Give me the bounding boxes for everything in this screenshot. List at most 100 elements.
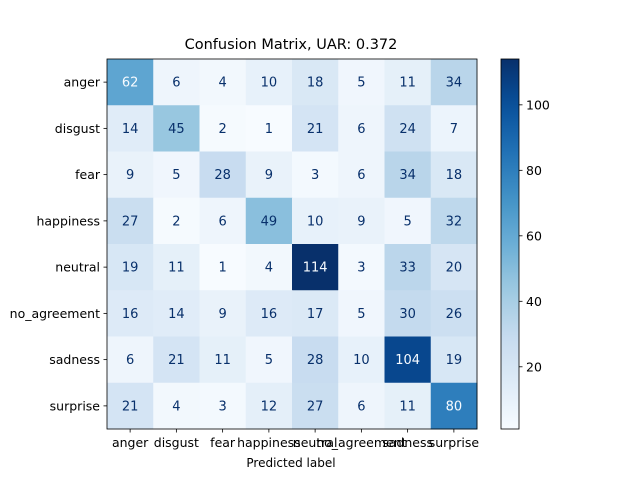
x-axis-label: Predicted label xyxy=(246,456,335,470)
heatmap-cell xyxy=(199,151,247,199)
heatmap-cell xyxy=(430,244,478,291)
cell-value-label: 4 xyxy=(218,76,226,91)
x-tick-label: no_agreement xyxy=(316,435,406,450)
heatmap-cell xyxy=(153,105,200,152)
colorbar-tick-label: 100 xyxy=(526,97,550,112)
x-axis-ticks: anger disgust fear happinessneutralno_agree… xyxy=(112,429,479,450)
colorbar-tick-label: 60 xyxy=(526,228,542,243)
cell-value-label: 5 xyxy=(265,353,273,368)
cell-value-label: 21 xyxy=(122,399,139,414)
heatmap-cell xyxy=(199,105,247,152)
cell-value-label: 9 xyxy=(357,214,365,229)
cell-value-label: 21 xyxy=(168,353,185,368)
heatmap-cell xyxy=(107,290,154,337)
cell-value-label: 18 xyxy=(446,168,463,183)
cell-value-label: 27 xyxy=(307,399,324,414)
cell-value-label: 14 xyxy=(122,122,139,137)
x-tick-label: surprise xyxy=(429,435,480,450)
heatmap-cell xyxy=(430,336,478,384)
heatmap-cell xyxy=(430,105,478,152)
cell-value-label: 16 xyxy=(261,307,278,322)
heatmap-cell xyxy=(245,59,293,106)
heatmap-cell xyxy=(199,382,247,430)
heatmap-cell xyxy=(153,151,200,199)
cell-value-label: 21 xyxy=(307,122,324,137)
heatmap-cell xyxy=(292,290,339,337)
cell-value-label: 6 xyxy=(172,76,180,91)
cell-value-label: 6 xyxy=(126,353,134,368)
cell-value-label: 2 xyxy=(172,214,180,229)
cell-value-label: 7 xyxy=(450,122,458,137)
heatmap-cell xyxy=(153,59,200,106)
cell-value-label: 27 xyxy=(122,214,139,229)
heatmap-cell xyxy=(245,151,293,199)
cell-value-label: 114 xyxy=(303,261,328,276)
cell-value-label: 3 xyxy=(311,168,319,183)
cell-value-label: 34 xyxy=(446,76,463,91)
cell-value-label: 6 xyxy=(357,168,365,183)
heatmap-cell xyxy=(338,197,385,245)
heatmap-cell xyxy=(153,382,200,430)
colorbar-tick-label: 40 xyxy=(526,294,542,309)
x-tick-label: happiness xyxy=(237,435,301,450)
heatmap-cell xyxy=(384,290,432,337)
heatmap-cell xyxy=(245,105,293,152)
heatmap-cell xyxy=(107,59,154,106)
y-tick-label: surprise xyxy=(50,398,101,413)
cell-value-label: 80 xyxy=(446,399,463,414)
cell-value-label: 19 xyxy=(446,353,463,368)
colorbar-tick-label: 80 xyxy=(526,163,542,178)
cell-value-label: 11 xyxy=(399,399,416,414)
cell-value-label: 104 xyxy=(395,353,420,368)
colorbar-tick-label: 20 xyxy=(526,359,542,374)
y-axis-ticks: anger disgust fear happiness neutral no_agree… xyxy=(10,75,107,413)
heatmap-cell xyxy=(384,336,432,384)
heatmap-cell xyxy=(292,151,339,199)
cell-value-label: 34 xyxy=(399,168,416,183)
heatmap-cell xyxy=(153,336,200,384)
cell-value-label: 18 xyxy=(307,76,324,91)
heatmap-cell xyxy=(338,382,385,430)
cell-value-label: 2 xyxy=(218,122,226,137)
cell-value-label: 14 xyxy=(168,307,185,322)
x-tick-label: disgust xyxy=(154,435,199,450)
cell-value-label: 5 xyxy=(357,76,365,91)
x-tick-label: neutral xyxy=(293,435,338,450)
cell-value-label: 9 xyxy=(218,307,226,322)
cell-value-label: 26 xyxy=(446,307,463,322)
y-tick-label: fear xyxy=(75,167,101,182)
chart-title: Confusion Matrix, UAR: 0.372 xyxy=(185,37,398,53)
heatmap-cell xyxy=(199,290,247,337)
heatmap-cell xyxy=(199,336,247,384)
heatmap-cell xyxy=(384,59,432,106)
cell-value-label: 4 xyxy=(172,399,180,414)
cell-value-label: 11 xyxy=(399,76,416,91)
plot-frame xyxy=(106,58,478,430)
colorbar-gradient xyxy=(500,58,520,430)
x-tick-label: fear xyxy=(210,435,236,450)
cell-value-label: 28 xyxy=(214,168,231,183)
heatmap-cell xyxy=(338,151,385,199)
cell-value-label: 5 xyxy=(403,214,411,229)
heatmap-cell xyxy=(430,290,478,337)
cell-value-label: 24 xyxy=(399,122,416,137)
heatmap-cell xyxy=(384,197,432,245)
cell-value-label: 32 xyxy=(446,214,463,229)
y-tick-label: no_agreement xyxy=(10,306,100,321)
cell-value-label: 17 xyxy=(307,307,324,322)
heatmap-cell xyxy=(107,244,154,291)
cell-value-label: 5 xyxy=(357,307,365,322)
cell-value-label: 33 xyxy=(399,261,416,276)
heatmap-cell xyxy=(245,244,293,291)
heatmap-cell xyxy=(338,59,385,106)
y-tick-label: neutral xyxy=(55,260,100,275)
cell-value-label: 19 xyxy=(122,261,139,276)
cell-value-label: 10 xyxy=(307,214,324,229)
heatmap-cell xyxy=(153,197,200,245)
cell-value-label: 62 xyxy=(122,76,139,91)
cell-value-label: 1 xyxy=(265,122,273,137)
cell-value-label: 10 xyxy=(353,353,370,368)
cell-value-label: 49 xyxy=(261,214,278,229)
